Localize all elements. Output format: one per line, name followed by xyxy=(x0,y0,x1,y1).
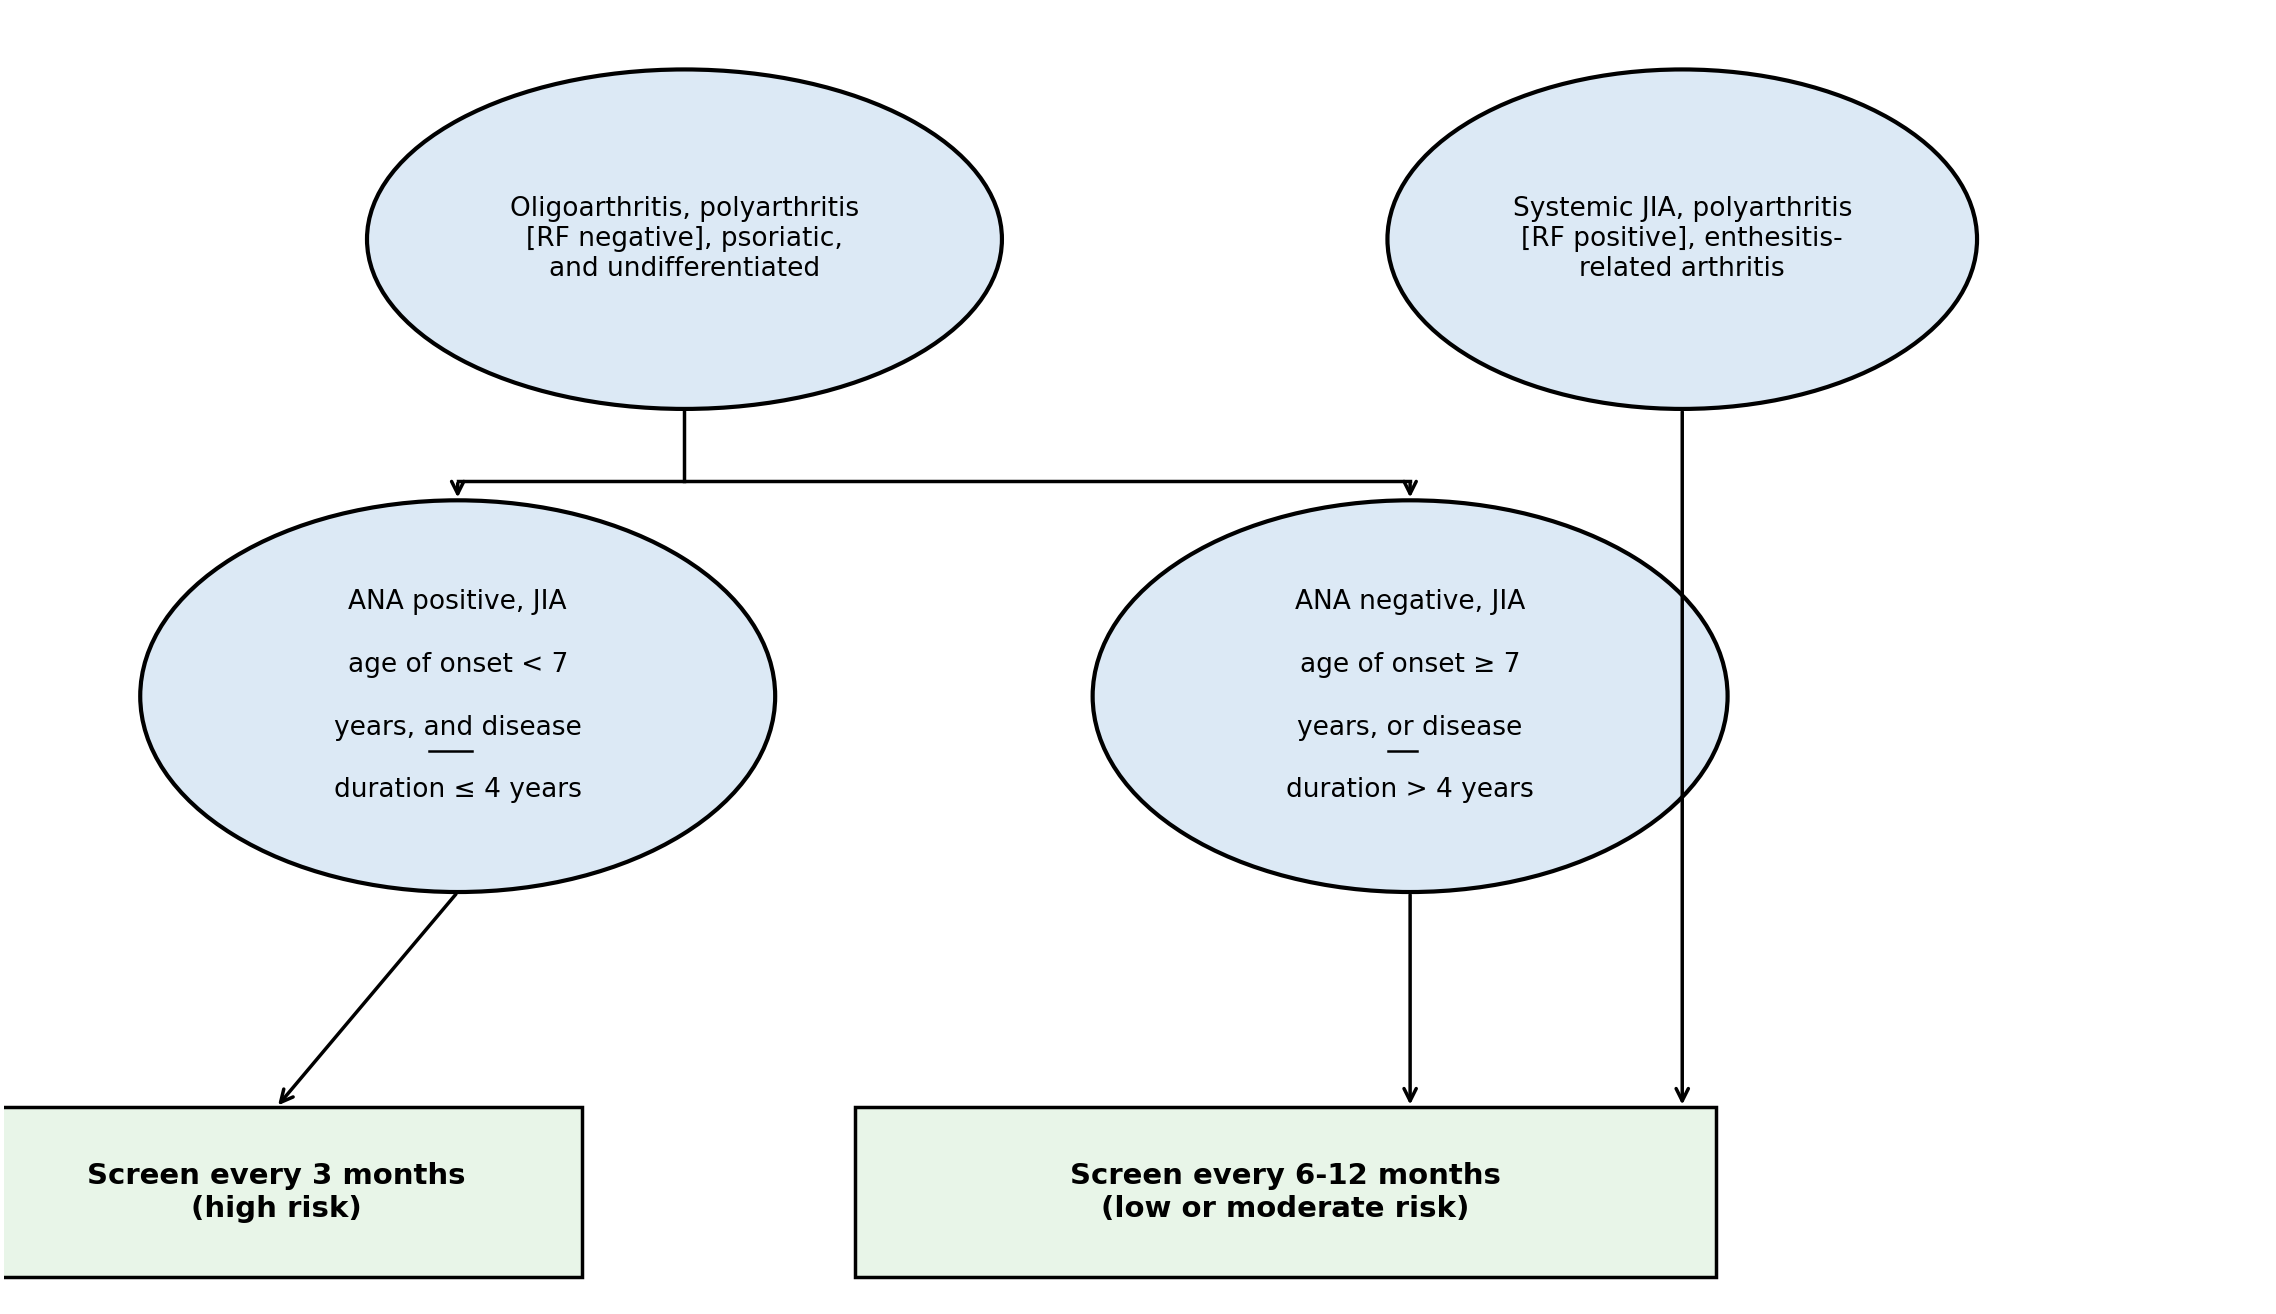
Text: age of onset < 7: age of onset < 7 xyxy=(348,652,569,678)
Ellipse shape xyxy=(141,501,776,892)
Text: ANA negative, JIA: ANA negative, JIA xyxy=(1295,589,1525,615)
Text: duration ≤ 4 years: duration ≤ 4 years xyxy=(335,777,583,803)
FancyBboxPatch shape xyxy=(854,1108,1716,1277)
FancyBboxPatch shape xyxy=(0,1108,583,1277)
Text: ANA positive, JIA: ANA positive, JIA xyxy=(348,589,567,615)
Ellipse shape xyxy=(366,70,1001,409)
Text: Oligoarthritis, polyarthritis
[RF negative], psoriatic,
and undifferentiated: Oligoarthritis, polyarthritis [RF negati… xyxy=(510,196,858,283)
Ellipse shape xyxy=(1388,70,1978,409)
Text: age of onset ≥ 7: age of onset ≥ 7 xyxy=(1300,652,1520,678)
Ellipse shape xyxy=(1092,501,1727,892)
Text: Systemic JIA, polyarthritis
[RF positive], enthesitis-
related arthritis: Systemic JIA, polyarthritis [RF positive… xyxy=(1514,196,1853,283)
Text: years, and disease: years, and disease xyxy=(335,715,583,741)
Text: duration > 4 years: duration > 4 years xyxy=(1286,777,1534,803)
Text: Screen every 3 months
(high risk): Screen every 3 months (high risk) xyxy=(86,1162,467,1222)
Text: years, or disease: years, or disease xyxy=(1297,715,1523,741)
Text: Screen every 6-12 months
(low or moderate risk): Screen every 6-12 months (low or moderat… xyxy=(1070,1162,1500,1222)
